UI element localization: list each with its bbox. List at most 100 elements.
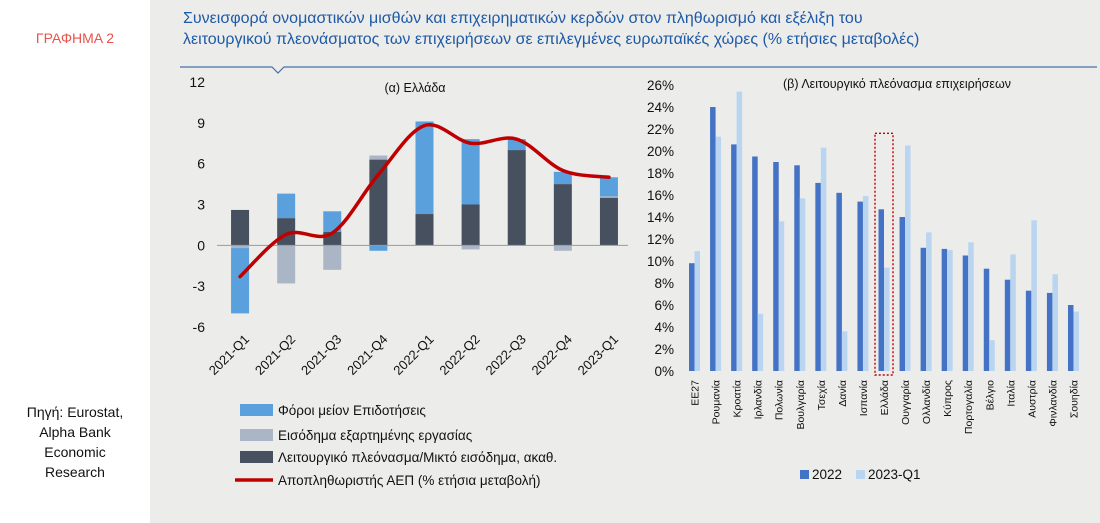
bar-2022 [815,182,821,371]
bar-employee-income [231,245,250,249]
x-tick-label: Βουλγαρία [795,380,807,430]
bar-2022 [920,247,927,371]
bar-taxes [231,248,250,314]
bar-operating-surplus [461,204,480,246]
bar-taxes [369,245,388,251]
bar-2023-q1 [1010,254,1016,371]
x-tick-label: 2021-Q4 [344,332,390,378]
bar-operating-surplus [599,197,618,246]
legend-label: Λειτουργικό πλεόνασμα/Μικτό εισόδημα, ακ… [278,450,557,465]
bar-2022 [1025,290,1032,371]
bar-2022 [689,263,695,371]
chart-title: (β) Λειτουργικό πλεόνασμα επιχειρήσεων [783,77,1011,91]
bar-2023-q1 [1052,274,1058,371]
y-tick-label: 0% [654,364,674,379]
y-tick-label: 8% [654,276,674,291]
y-tick-label: 24% [647,100,674,115]
bar-2022 [731,144,737,371]
bar-taxes [461,139,480,205]
x-tick-label: Αυστρία [1026,380,1038,418]
x-tick-label: 2023-Q1 [575,332,621,378]
legend-swatch-2023-q1 [856,470,865,479]
y-tick-label: 6 [197,156,205,172]
x-tick-label: Τσεχία [816,380,828,410]
x-tick-label: Ισπανία [858,380,870,416]
y-tick-label: 0 [197,237,205,253]
bar-2023-q1 [968,242,974,371]
y-tick-label: 4% [654,320,674,335]
highlight-greece [874,132,894,376]
x-tick-label: Κροατία [732,380,744,417]
bar-2022 [773,162,779,371]
legend-swatch [240,451,273,463]
chart-operating-surplus: (β) Λειτουργικό πλεόνασμα επιχειρήσεων 26… [647,77,1081,482]
x-tick-label: 2022-Q1 [390,332,436,378]
title-line-2: λειτουργικού πλεονάσματος των επιχειρήσε… [183,31,920,48]
legend-swatch [240,404,273,416]
chart-title: (α) Ελλάδα [384,81,445,95]
source-note: Πηγή: Eurostat, Alpha Bank Economic Rese… [5,402,145,482]
bar-operating-surplus [231,209,250,246]
x-tick-label: Ουγγαρία [900,380,912,425]
y-tick-label: 10% [647,254,674,269]
bar-2023-q1 [820,147,827,371]
x-tick-label: Δανία [837,380,849,407]
bar-2023-q1 [1031,220,1037,371]
bar-2023-q1 [841,331,848,371]
bar-2022 [752,156,758,371]
source-line: Economic [44,444,106,460]
y-tick-label: 6% [654,298,674,313]
line-gdp-deflator [238,122,611,279]
bar-2022 [1067,305,1074,371]
x-tick-label: 2022-Q2 [436,332,482,378]
bar-2022 [836,192,842,371]
x-tick-label: Ελλάδα [879,380,891,415]
bar-2023-q1 [862,196,869,371]
y-tick-label: 3 [197,197,205,213]
bar-taxes [599,177,618,197]
bar-2023-q1 [694,251,701,371]
x-tick-label: Ιρλανδία [753,380,765,419]
figure-label: ΓΡΑΦΗΜΑ 2 [35,30,115,46]
bar-2023-q1 [926,232,932,371]
x-tick-label: Πολωνία [774,380,786,420]
y-tick-label: -3 [193,278,206,294]
source-line: Πηγή: Eurostat, [26,404,124,420]
title-line-1: Συνεισφορά ονομαστικών μισθών και επιχει… [183,10,863,27]
x-tick-label: Φινλανδία [1047,380,1059,427]
legend-label: Αποπληθωριστής ΑΕΠ (% ετήσια μεταβολή) [278,473,540,488]
bar-taxes [415,121,434,215]
bar-operating-surplus [415,214,434,246]
bar-2023-q1 [884,267,890,371]
bar-employee-income [553,245,572,251]
bar-taxes [277,193,296,219]
bar-operating-surplus [507,150,526,246]
bar-2022 [941,248,948,371]
x-tick-label: ΕΕ27 [690,380,702,406]
y-tick-label: 12% [647,232,674,247]
y-tick-label: 2% [654,342,674,357]
bar-employee-income [323,245,342,270]
page-title: Συνεισφορά ονομαστικών μισθών και επιχει… [183,8,1093,50]
y-tick-label: 14% [647,210,674,225]
bar-2022 [899,217,906,371]
x-tick-label: 2021-Q1 [206,332,252,378]
bar-taxes [553,171,572,185]
bar-2023-q1 [736,91,743,371]
x-tick-label: Κύπρος [942,380,954,417]
bar-2022 [983,268,990,371]
y-tick-label: 22% [647,122,674,137]
x-tick-label: 2021-Q2 [252,332,298,378]
x-tick-label: Βέλγιο [984,380,996,411]
bar-2022 [962,255,969,371]
bar-2022 [1004,279,1011,371]
y-tick-label: 16% [647,188,674,203]
bar-2023-q1 [757,313,764,371]
bar-taxes [323,211,342,232]
bar-2022 [878,209,884,371]
legend-label: 2023-Q1 [868,467,921,482]
x-tick-label: 2021-Q3 [298,332,344,378]
legend-label: 2022 [812,467,842,482]
x-tick-label: 2022-Q3 [482,332,528,378]
